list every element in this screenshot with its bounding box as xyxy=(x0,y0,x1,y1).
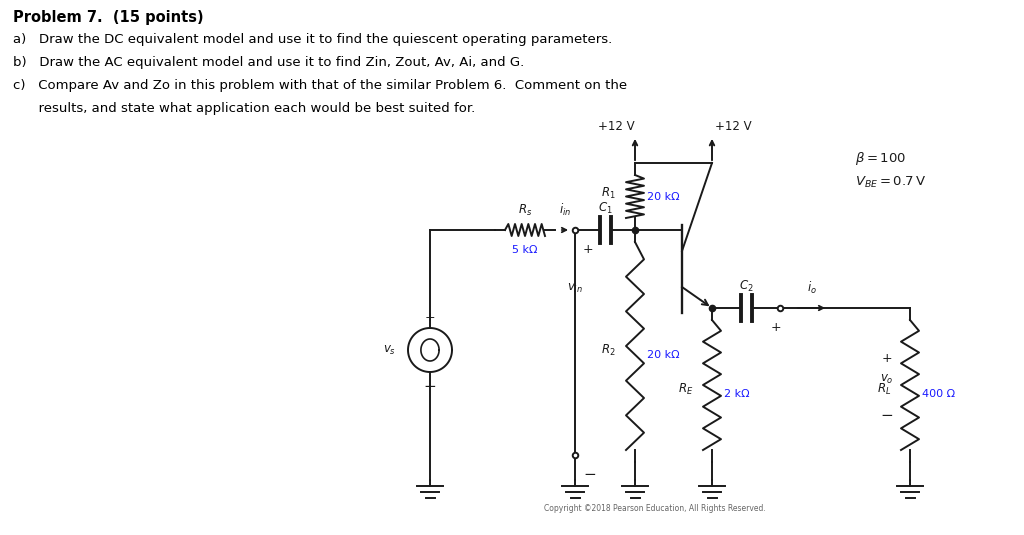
Text: 5 kΩ: 5 kΩ xyxy=(512,245,538,255)
Text: $R_L$: $R_L$ xyxy=(877,381,891,396)
Text: $R_2$: $R_2$ xyxy=(601,342,616,357)
Text: 20 kΩ: 20 kΩ xyxy=(647,350,680,360)
Text: 400 Ω: 400 Ω xyxy=(922,389,955,399)
Text: $i_{in}$: $i_{in}$ xyxy=(559,202,571,218)
Text: $R_E$: $R_E$ xyxy=(678,381,693,396)
Text: $V_{BE} = 0.7\,\mathrm{V}$: $V_{BE} = 0.7\,\mathrm{V}$ xyxy=(855,175,926,190)
Text: +: + xyxy=(425,311,435,324)
Text: $i_o$: $i_o$ xyxy=(807,280,817,296)
Text: −: − xyxy=(583,467,596,482)
Text: −: − xyxy=(881,409,893,424)
Text: results, and state what application each would be best suited for.: results, and state what application each… xyxy=(13,102,475,115)
Text: +12 V: +12 V xyxy=(715,120,752,133)
Text: $R_1$: $R_1$ xyxy=(601,186,616,201)
Text: 20 kΩ: 20 kΩ xyxy=(647,192,680,202)
Text: $C_2$: $C_2$ xyxy=(738,279,754,294)
Text: +: + xyxy=(771,321,781,334)
Text: $v_s$: $v_s$ xyxy=(383,343,396,356)
Text: −: − xyxy=(424,379,436,394)
Text: $R_s$: $R_s$ xyxy=(518,203,532,218)
Text: $\beta = 100$: $\beta = 100$ xyxy=(855,150,906,167)
Text: +12 V: +12 V xyxy=(598,120,635,133)
Text: +: + xyxy=(583,243,594,256)
Text: Copyright ©2018 Pearson Education, All Rights Reserved.: Copyright ©2018 Pearson Education, All R… xyxy=(544,504,766,513)
Text: $C_1$: $C_1$ xyxy=(598,201,612,216)
Text: $v_o$: $v_o$ xyxy=(881,372,894,386)
Text: c)   Compare Av and Zo in this problem with that of the similar Problem 6.  Comm: c) Compare Av and Zo in this problem wit… xyxy=(13,79,627,92)
Text: Problem 7.  (15 points): Problem 7. (15 points) xyxy=(13,10,204,25)
Text: $v_{in}$: $v_{in}$ xyxy=(567,282,583,295)
Text: 2 kΩ: 2 kΩ xyxy=(724,389,750,399)
Text: b)   Draw the AC equivalent model and use it to find Zin, Zout, Av, Ai, and G.: b) Draw the AC equivalent model and use … xyxy=(13,56,524,69)
Text: a)   Draw the DC equivalent model and use it to find the quiescent operating par: a) Draw the DC equivalent model and use … xyxy=(13,33,612,46)
Text: +: + xyxy=(882,353,892,365)
